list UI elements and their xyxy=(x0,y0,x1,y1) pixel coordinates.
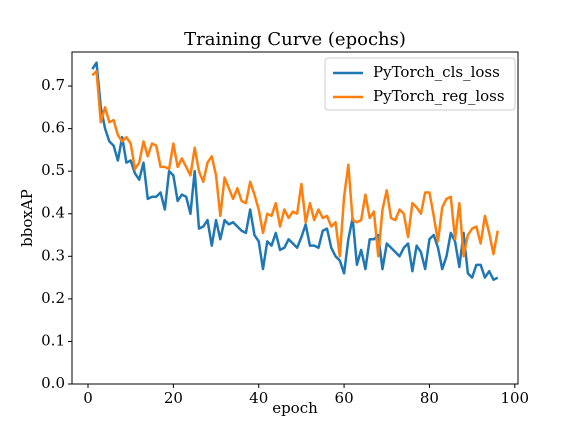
x-tick-label: 40 xyxy=(249,389,268,407)
x-tick-label: 100 xyxy=(500,389,529,407)
line-series xyxy=(91,69,499,258)
x-tick-label: 60 xyxy=(335,389,354,407)
legend-box xyxy=(324,57,516,111)
y-tick-label: 0.4 xyxy=(41,204,65,222)
y-tick-label: 0.5 xyxy=(41,161,65,179)
y-tick-label: 0.0 xyxy=(41,374,65,392)
y-tick-label: 0.3 xyxy=(41,246,65,264)
x-tick-label: 0 xyxy=(83,389,93,407)
y-tick-label: 0.1 xyxy=(41,331,65,349)
legend-label: PyTorch_reg_loss xyxy=(373,87,505,105)
legend-label: PyTorch_cls_loss xyxy=(373,63,500,81)
chart-title: Training Curve (epochs) xyxy=(184,29,406,50)
plot-frame xyxy=(71,51,519,385)
y-axis-label: bboxAP xyxy=(18,189,36,247)
x-tick-label: 20 xyxy=(164,389,183,407)
y-tick-label: 0.2 xyxy=(41,289,65,307)
y-tick-label: 0.6 xyxy=(41,119,65,137)
x-axis-label: epoch xyxy=(272,399,318,417)
x-tick-label: 80 xyxy=(420,389,439,407)
line-series xyxy=(91,61,499,281)
y-tick-label: 0.7 xyxy=(41,76,65,94)
